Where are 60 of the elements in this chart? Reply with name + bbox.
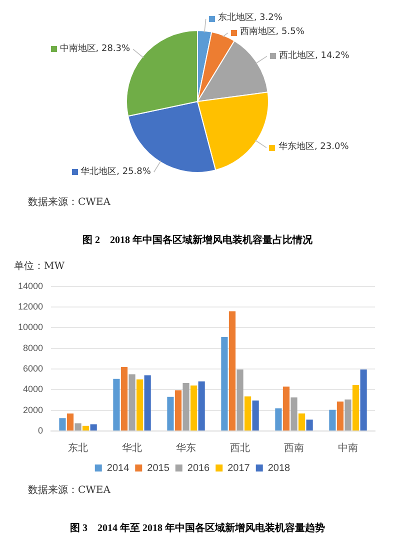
bar: [336, 402, 344, 430]
bar: [244, 396, 252, 430]
bar: [360, 370, 367, 430]
x-tick-label: 西北: [230, 442, 250, 454]
bar: [136, 379, 144, 430]
text: 图 3 2014 年至 2018 年中国各区域新增风电装机容量趋势: [69, 521, 326, 535]
y-tick-label: 10000: [18, 322, 44, 332]
legend-label: 中南地区, 28.3%: [60, 44, 130, 55]
bar: [144, 375, 151, 430]
bar: [352, 385, 360, 430]
x-tick-label: 西南: [284, 442, 304, 454]
bar: [282, 386, 290, 430]
y-axis-title: 单位：MW: [13, 260, 66, 273]
bar: [66, 413, 74, 430]
bar: [236, 370, 244, 430]
bar: [298, 413, 306, 430]
y-tick-label: 4000: [22, 384, 44, 394]
text: 图 2 2018 年中国各区域新增风电装机容量占比情况: [82, 233, 314, 247]
bar: [113, 378, 120, 430]
x-tick-label: 中南: [338, 442, 358, 454]
legend-label: 2017: [228, 462, 250, 474]
bar: [198, 381, 205, 430]
bar: [190, 386, 198, 430]
legend-label: 西北地区, 14.2%: [279, 50, 350, 62]
bar: [344, 400, 352, 430]
y-tick-label: 14000: [18, 280, 44, 291]
bar: [252, 400, 259, 430]
bar: [306, 420, 313, 430]
bar: [74, 423, 82, 430]
legend-label: 东北地区, 3.2%: [218, 13, 282, 24]
bar: [174, 390, 182, 430]
bar: [329, 410, 336, 430]
bar: [59, 418, 66, 430]
bar: [182, 382, 190, 430]
bar: [221, 337, 228, 430]
bar: [128, 374, 136, 430]
bar: [120, 366, 128, 430]
legend-label: 西南地区, 5.5%: [240, 27, 304, 38]
bar: [167, 396, 174, 430]
y-tick-label: 12000: [18, 302, 44, 312]
legend-label: 2015: [147, 462, 170, 474]
legend-label: 华东地区, 23.0%: [278, 142, 349, 154]
y-tick-label: 0: [38, 425, 44, 436]
x-tick-label: 华东: [176, 442, 196, 454]
legend-label: 2018: [268, 462, 291, 474]
source-note: 数据来源：CWEA: [27, 484, 112, 497]
legend-label: 2016: [187, 462, 210, 474]
y-tick-label: 6000: [22, 364, 44, 374]
y-tick-label: 2000: [22, 404, 44, 415]
legend-label: 华北地区, 25.8%: [80, 166, 151, 178]
source-note: 数据来源：CWEA: [27, 196, 112, 209]
bar: [290, 397, 298, 430]
x-tick-label: 华北: [122, 442, 142, 454]
bar: [228, 311, 236, 430]
legend-label: 2014: [106, 462, 130, 474]
x-tick-label: 东北: [68, 442, 88, 454]
bar: [82, 426, 90, 430]
bar: [90, 424, 97, 430]
y-tick-label: 8000: [22, 342, 44, 353]
bar: [275, 408, 282, 430]
